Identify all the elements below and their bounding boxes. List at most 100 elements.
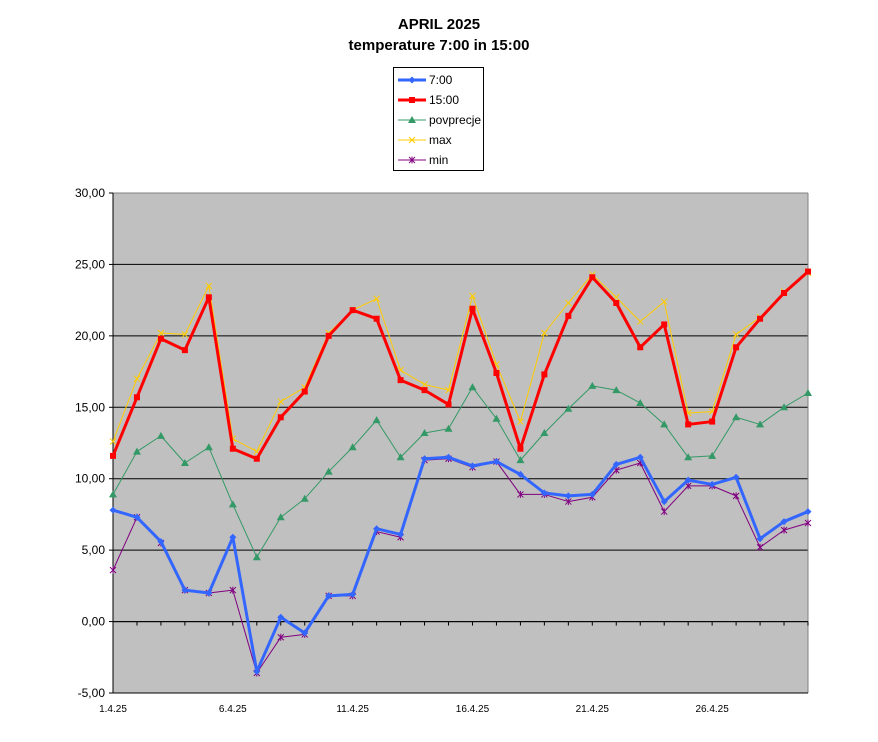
x-tick-label-0: 1.4.25 [99,704,127,715]
point-max-3-b [157,329,165,337]
point-7-00-3 [157,538,165,546]
point-7-00-18 [516,470,524,478]
point-max-2 [133,375,141,383]
legend-swatch-2 [398,116,426,123]
point-15-00-7 [253,455,260,462]
point-max-12 [373,295,380,303]
point-min-6 [229,586,237,594]
point-7-00-5 [205,589,213,597]
point-max-16 [469,292,476,300]
point-7-00-24 [660,498,668,506]
point-povprecje-10 [324,467,333,475]
chart-title-block: APRIL 2025 temperature 7:00 in 15:00 [0,14,878,56]
point-max-24 [660,298,668,305]
point-7-00-1 [109,506,117,514]
point-7-00-13 [397,530,405,538]
point-povprecje-9 [300,494,309,502]
point-7-00-22 [612,460,620,468]
point-max-16-b [469,292,476,300]
point-15-00-22 [613,300,620,306]
legend-marker-2 [408,116,416,123]
point-15-00-29 [781,290,788,296]
point-povprecje-20 [564,404,573,412]
series-povprecje [109,381,812,561]
point-15-00-8 [277,414,284,421]
point-povprecje-4 [180,459,189,466]
legend-item-1: 15:00 [394,91,485,111]
point-povprecje-6 [228,500,237,508]
point-7-00-28 [756,535,764,543]
point-7-00-26 [708,480,716,488]
point-max-19 [541,329,548,337]
point-7-00-8 [277,613,285,621]
legend-item-0: 7:00 [394,71,485,91]
point-max-18-b [517,418,524,425]
point-povprecje-15 [444,424,453,432]
point-7-00-10 [325,592,333,600]
point-povprecje-13 [396,453,405,461]
point-povprecje-14 [420,429,429,436]
point-min-27 [732,492,740,500]
point-max-4 [181,331,189,338]
point-7-00-27 [732,473,740,481]
point-max-23 [636,318,644,325]
legend-item-3: max [394,131,485,151]
point-15-00-12 [373,315,380,322]
chart-title: APRIL 2025 [397,16,481,33]
point-7-00-14 [421,455,429,463]
point-7-00-30 [804,508,812,516]
point-max-12-b [373,295,380,303]
point-povprecje-1 [109,490,117,498]
plot-area [113,193,808,693]
point-15-00-5 [205,294,212,301]
point-15-00-19 [541,371,548,378]
point-max-5 [205,282,213,290]
series-7-00 [109,453,812,676]
legend-marker-1 [409,97,415,103]
point-max-1 [109,438,117,445]
point-min-28 [756,543,764,551]
y-tick-label-3: 10,00 [75,472,105,486]
point-15-00-18 [517,445,524,452]
point-15-00-17 [493,370,500,376]
point-povprecje-8 [276,513,285,521]
x-tick-label-3: 16.4.25 [456,704,490,715]
point-max-20 [564,299,572,307]
point-max-7-b [253,448,261,455]
point-15-00-3 [157,335,164,342]
point-7-00-21 [588,490,596,498]
point-7-00-4 [181,586,189,594]
legend-marker-3 [408,136,416,144]
point-7-00-11 [349,590,357,598]
point-povprecje-12 [372,416,381,424]
point-povprecje-18 [516,456,525,464]
legend: 7:00 15:00 povprecje max min [393,67,484,171]
series-line-7-00 [112,455,809,674]
point-15-00-24 [661,321,668,328]
point-15-00-10 [325,332,332,339]
legend-label-3: max [429,133,452,147]
point-max-8 [277,398,285,405]
y-tick-label-2: 5,00 [82,543,106,557]
point-7-00-15 [445,453,453,461]
point-povprecje-30 [804,389,812,396]
point-15-00-27 [733,344,740,351]
legend-label-4: min [429,153,449,167]
point-7-00-20 [564,492,572,500]
point-min-8 [277,633,285,641]
point-povprecje-7 [252,553,261,561]
point-max-20-b [564,299,572,307]
point-15-00-13 [397,377,404,384]
y-tick-label-6: 25,00 [75,257,105,271]
point-max-15-b [445,386,452,394]
point-povprecje-29 [780,403,789,411]
point-15-00-21 [589,274,596,281]
point-15-00-23 [637,344,644,351]
point-max-18 [517,418,524,425]
point-7-00-2 [133,513,141,521]
point-min-30 [804,519,812,527]
point-povprecje-16 [468,383,477,391]
point-povprecje-11 [348,443,357,451]
legend-marker-4 [408,156,416,164]
x-tick-label-4: 21.4.25 [576,704,610,715]
